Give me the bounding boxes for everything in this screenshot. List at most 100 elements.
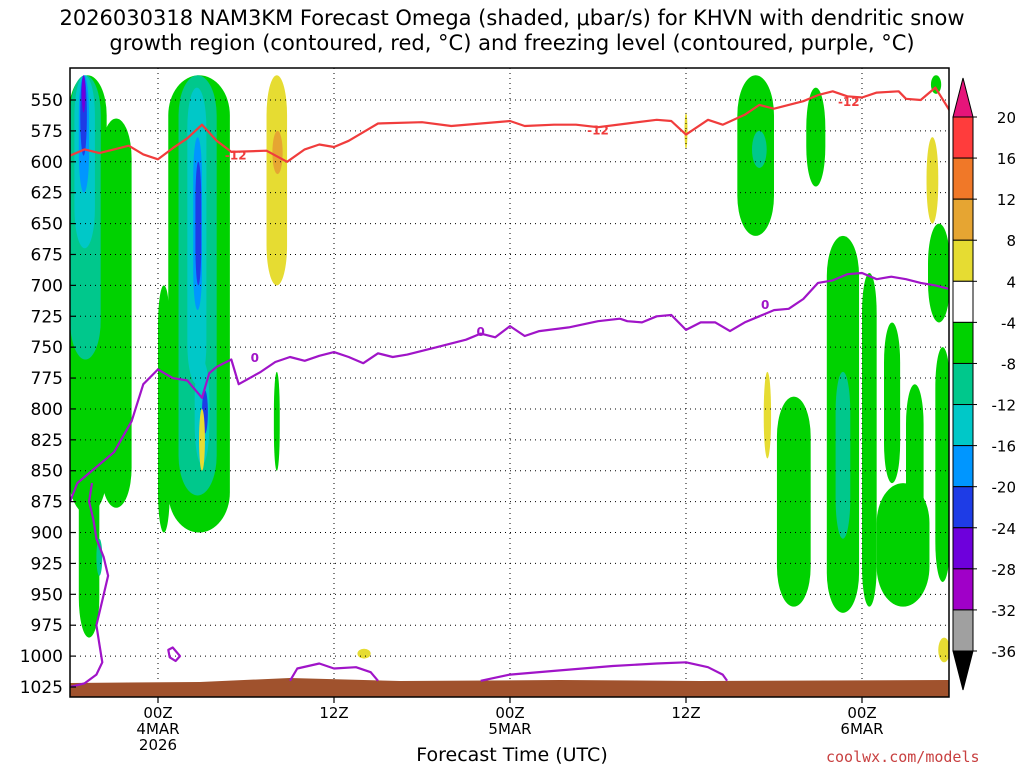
y-tick-label-625: 625 (31, 184, 63, 204)
y-axis: 550 575 600 625 650 675 700 725 750 775 800 825 850 8… (20, 91, 76, 698)
colorbar-bin-3 (952, 239, 974, 282)
y-tick-label-1025: 1025 (20, 678, 63, 698)
x-tick-label-54-0: 00Z (847, 704, 876, 722)
contour-line-2 (70, 482, 110, 689)
omega-region-24 (752, 130, 767, 168)
y-tick-label-600: 600 (31, 153, 63, 173)
x-tick-label-6-0: 00Z (143, 704, 172, 722)
omega-region-17 (266, 75, 288, 286)
y-tick-label-725: 725 (31, 307, 63, 327)
contour-label-0-2: -12 (838, 95, 860, 109)
isotherm-contours: -12 -12 -12 0 0 0 (70, 86, 949, 689)
y-tick-label-775: 775 (31, 369, 63, 389)
omega-region-13 (195, 161, 202, 286)
y-tick-label-925: 925 (31, 554, 63, 574)
x-tick-label-18-0: 12Z (319, 704, 348, 722)
colorbar-label-8: -16 (992, 438, 1017, 456)
colorbar-label-7: -12 (992, 397, 1017, 415)
colorbar-bin-2 (952, 198, 974, 241)
contour-line-3 (167, 646, 182, 663)
y-tick-label-650: 650 (31, 215, 63, 235)
colorbar-label-12: -32 (992, 602, 1017, 620)
omega-region-27 (806, 87, 826, 187)
title-line-1: 2026030318 NAM3KM Forecast Omega (shaded… (59, 6, 965, 30)
y-tick-label-675: 675 (31, 245, 63, 265)
omega-region-20 (273, 371, 280, 471)
omega-region-7 (78, 458, 100, 638)
omega-region-33 (906, 384, 924, 595)
colorbar-bin-1 (952, 157, 974, 200)
y-tick-label-550: 550 (31, 91, 63, 111)
colorbar-bin-5 (952, 321, 974, 364)
colorbar-bin-12 (952, 609, 974, 652)
y-tick-label-975: 975 (31, 616, 63, 636)
colorbar-label-2: 12 (997, 191, 1016, 209)
colorbar-label-10: -24 (992, 520, 1017, 538)
y-tick-label-875: 875 (31, 493, 63, 513)
colorbar-bottom-triangle (952, 650, 974, 691)
omega-region-29 (835, 371, 851, 539)
contour-label-1-1: 0 (476, 325, 484, 339)
colorbar-bin-7 (952, 404, 974, 447)
x-tick-label-6-2: 2026 (139, 736, 177, 754)
colorbar-bin-11 (952, 568, 974, 611)
colorbar-top-triangle (952, 77, 974, 118)
x-tick-label-30-1: 5MAR (488, 720, 531, 738)
omega-region-34 (926, 137, 939, 224)
contour-label-1-2: 0 (761, 298, 769, 312)
contour-label-0-1: -12 (587, 124, 609, 138)
omega-region-36 (935, 347, 949, 582)
y-tick-label-1000: 1000 (20, 647, 63, 667)
omega-region-38 (938, 637, 949, 663)
omega-region-21 (357, 648, 371, 659)
credit-link[interactable]: coolwx.com/models (826, 748, 980, 766)
omega-region-16 (158, 285, 170, 533)
colorbar-bin-4 (952, 280, 974, 323)
y-tick-label-850: 850 (31, 462, 63, 482)
colorbar-label-11: -28 (992, 561, 1017, 579)
omega-shading (70, 75, 949, 663)
y-tick-label-900: 900 (31, 524, 63, 544)
colorbar-label-9: -20 (992, 479, 1017, 497)
ground-layer (70, 678, 949, 697)
colorbar: 20 16 12 8 4 -4 -8 -12 -16 -20 -24 -28 -32 -36 (952, 77, 1017, 691)
omega-region-32 (884, 322, 901, 484)
omega-region-30 (862, 273, 877, 607)
x-tick-label-30-0: 00Z (495, 704, 524, 722)
omega-region-19 (199, 408, 205, 471)
colorbar-bin-9 (952, 486, 974, 529)
y-tick-label-950: 950 (31, 585, 63, 605)
contour-label-0-0: -12 (225, 148, 247, 162)
x-axis-label: Forecast Time (UTC) (416, 744, 608, 766)
colorbar-label-1: 16 (997, 150, 1016, 168)
y-tick-label-800: 800 (31, 400, 63, 420)
ground-fill (70, 678, 949, 697)
colorbar-label-0: 20 (997, 109, 1016, 127)
y-tick-label-750: 750 (31, 338, 63, 358)
colorbar-bin-10 (952, 527, 974, 570)
contour-line-4 (289, 662, 379, 682)
x-tick-label-42-0: 12Z (671, 704, 700, 722)
omega-region-6 (100, 118, 132, 508)
omega-region-35 (928, 223, 949, 323)
omega-region-22 (684, 112, 688, 150)
colorbar-label-6: -8 (1001, 355, 1016, 373)
contour-line-1 (70, 271, 949, 503)
colorbar-bin-6 (952, 362, 974, 406)
contour-line-5 (480, 661, 728, 682)
contour-line-0 (70, 86, 949, 163)
colorbar-label-13: -36 (992, 643, 1017, 661)
omega-region-5 (81, 75, 86, 113)
x-tick-label-54-1: 6MAR (840, 720, 883, 738)
contour-label-1-0: 0 (251, 351, 259, 365)
omega-region-25 (763, 371, 772, 459)
chart-title: 2026030318 NAM3KM Forecast Omega (shaded… (0, 6, 1024, 56)
y-tick-label-825: 825 (31, 431, 63, 451)
y-tick-label-575: 575 (31, 122, 63, 142)
title-line-2: growth region (contoured, red, °C) and f… (109, 31, 915, 55)
colorbar-bin-0 (952, 116, 974, 159)
colorbar-label-4: 4 (1006, 273, 1016, 291)
y-tick-label-700: 700 (31, 276, 63, 296)
colorbar-bin-8 (952, 445, 974, 488)
